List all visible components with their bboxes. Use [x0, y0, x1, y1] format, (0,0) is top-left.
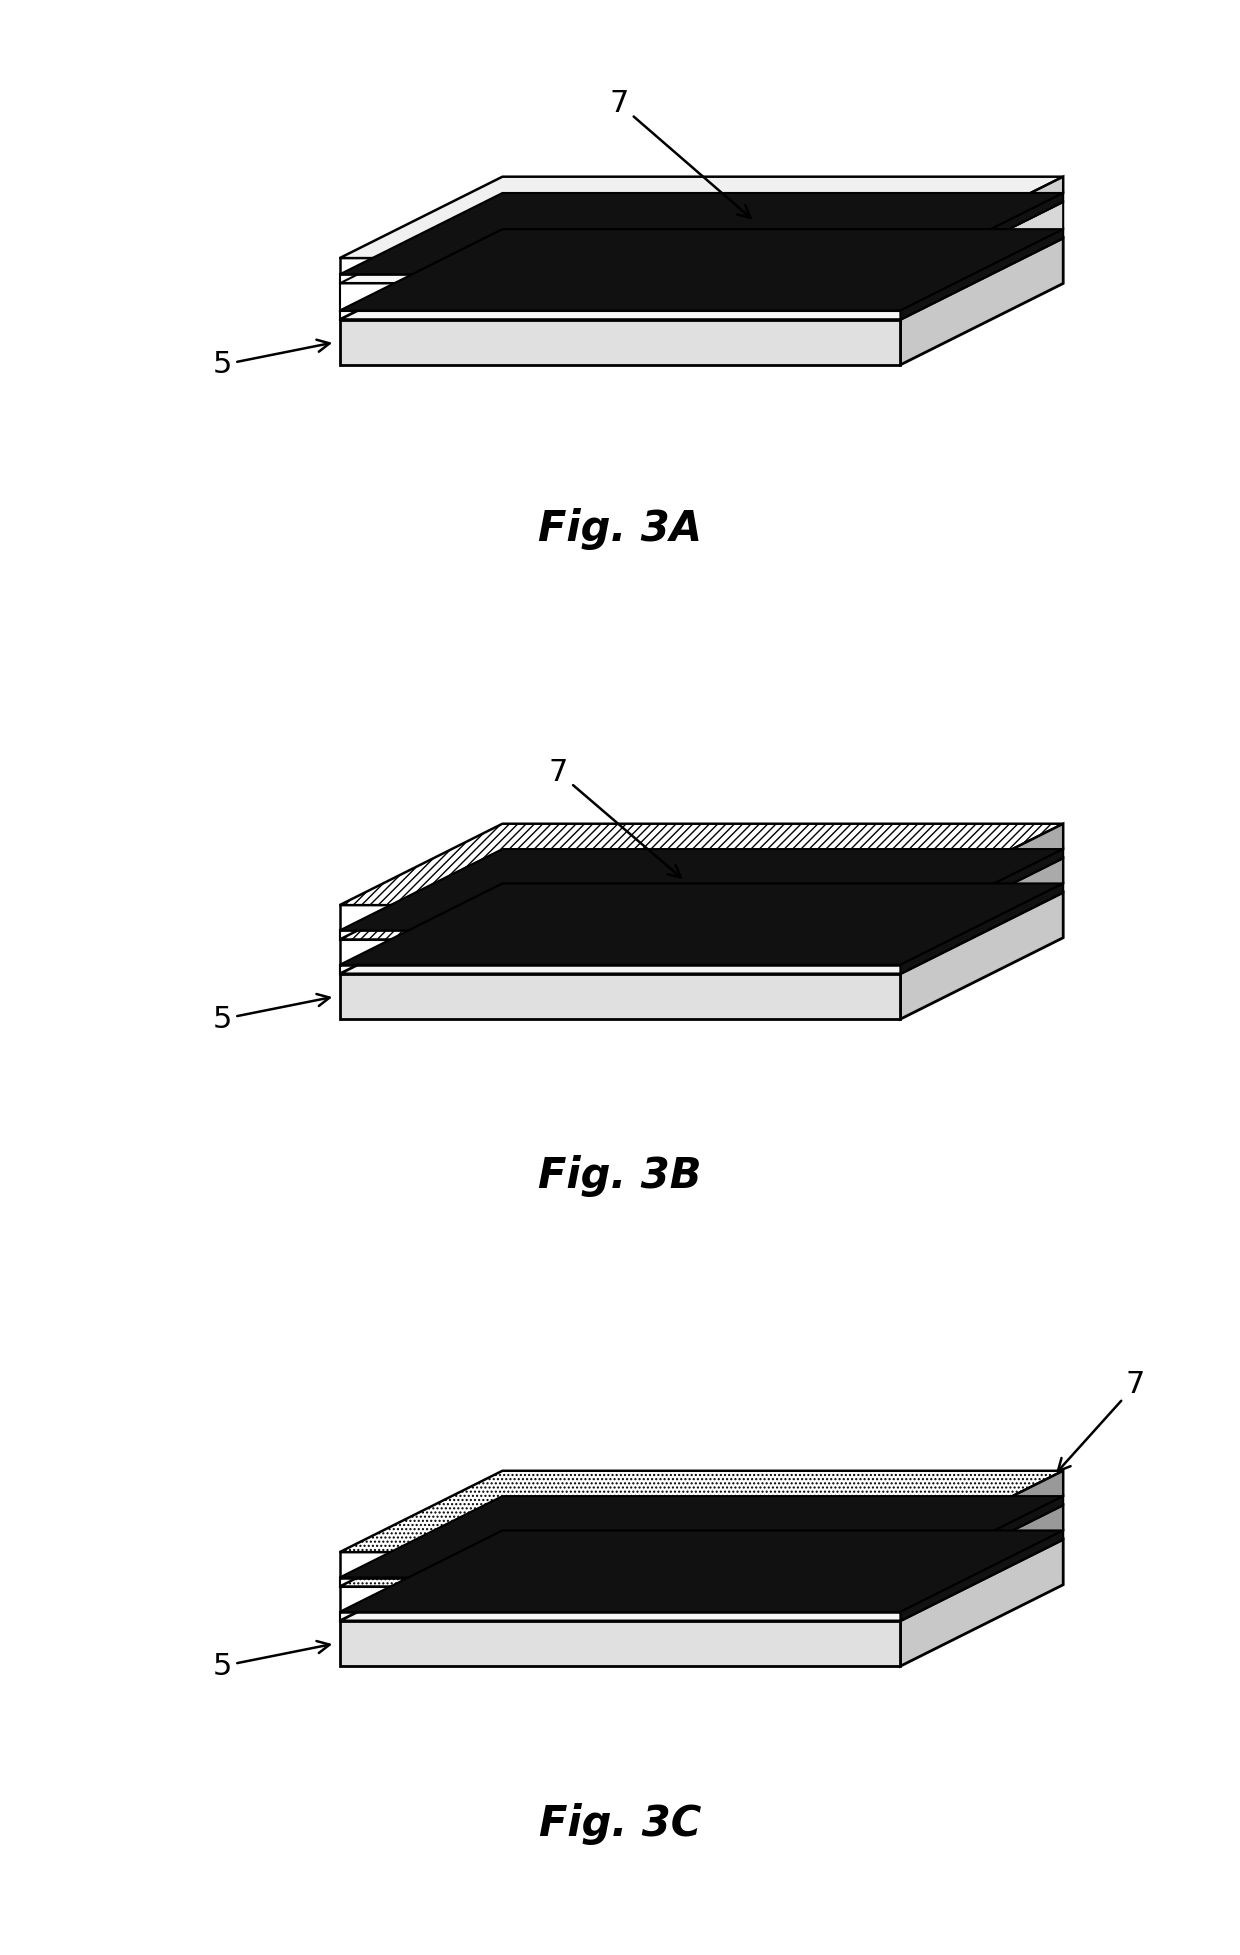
Polygon shape [340, 201, 1063, 283]
Polygon shape [900, 893, 1063, 1019]
Polygon shape [340, 974, 900, 1019]
Polygon shape [340, 1531, 1063, 1611]
Polygon shape [900, 1539, 1063, 1666]
Polygon shape [900, 848, 1063, 940]
Polygon shape [900, 884, 1063, 974]
Polygon shape [340, 884, 1063, 966]
Polygon shape [900, 1470, 1063, 1578]
Text: Fig. 3C: Fig. 3C [539, 1803, 701, 1844]
Text: Fig. 3A: Fig. 3A [538, 508, 702, 551]
Polygon shape [900, 239, 1063, 366]
Polygon shape [340, 1496, 1063, 1578]
Polygon shape [900, 1531, 1063, 1621]
Text: 5: 5 [212, 1640, 330, 1681]
Polygon shape [900, 858, 1063, 966]
Polygon shape [340, 823, 1063, 905]
Polygon shape [340, 848, 1063, 931]
Text: 5: 5 [212, 340, 330, 379]
Polygon shape [340, 1470, 1063, 1552]
Polygon shape [340, 858, 1063, 940]
Text: 7: 7 [549, 759, 681, 878]
Text: 7: 7 [1058, 1370, 1146, 1472]
Polygon shape [340, 1505, 1063, 1587]
Text: Fig. 3B: Fig. 3B [538, 1155, 702, 1198]
Polygon shape [340, 1621, 900, 1666]
Polygon shape [900, 194, 1063, 283]
Polygon shape [340, 239, 1063, 319]
Polygon shape [900, 201, 1063, 311]
Text: 5: 5 [212, 993, 330, 1034]
Polygon shape [900, 1505, 1063, 1611]
Polygon shape [900, 176, 1063, 274]
Polygon shape [900, 823, 1063, 931]
Polygon shape [340, 176, 1063, 258]
Polygon shape [900, 1496, 1063, 1587]
Polygon shape [340, 319, 900, 366]
Polygon shape [900, 229, 1063, 319]
Polygon shape [340, 229, 1063, 311]
Polygon shape [340, 194, 1063, 274]
Polygon shape [340, 893, 1063, 974]
Text: 7: 7 [609, 90, 750, 217]
Polygon shape [340, 1539, 1063, 1621]
